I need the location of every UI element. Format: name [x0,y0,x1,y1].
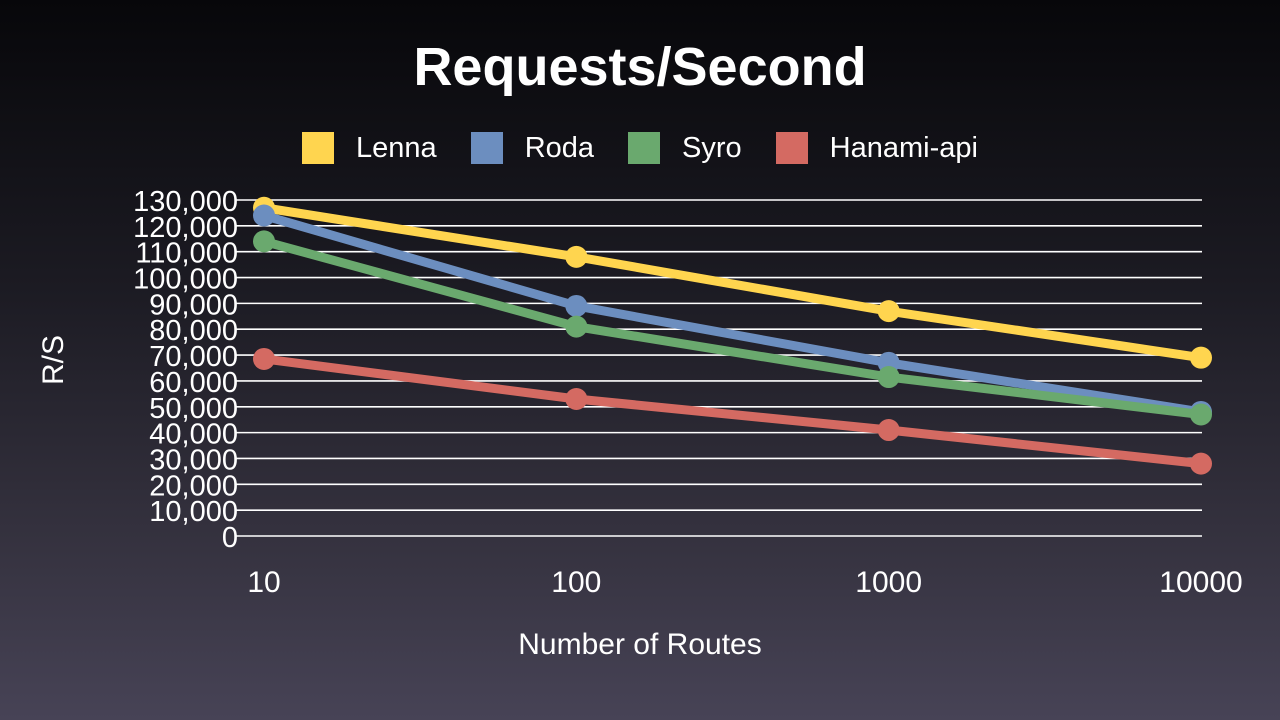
gridlines [236,199,1202,537]
series-line-lenna [259,203,1206,363]
data-point-lenna [565,245,588,268]
y-tick-label: 80,000 [149,315,238,347]
series-line-hanami-api [259,354,1206,469]
data-point-hanami-api [1190,452,1212,475]
series-roda [253,204,1212,423]
legend-item-roda: Roda [470,128,595,168]
data-point-syro [877,366,900,389]
y-tick-label: 120,000 [133,212,238,244]
x-tick-label: 10 [247,566,280,599]
y-tick-label: 110,000 [135,238,238,270]
y-tick-label: 50,000 [149,393,238,425]
data-point-lenna [1190,346,1212,369]
data-point-hanami-api [253,347,275,370]
series-line-roda [259,211,1206,417]
y-tick-label: 100,000 [133,264,238,296]
y-axis-label: R/S [37,335,70,385]
y-tick-label: 60,000 [149,367,238,399]
series-hanami-api [253,347,1212,475]
x-axis-ticks: 10 100 1000 10000 [247,566,1242,599]
x-tick-label: 10000 [1159,566,1242,599]
y-tick-label: 70,000 [149,341,238,373]
legend-item-hanami-api: Hanami-api [775,128,978,168]
y-tick-label: 0 [222,522,238,554]
y-tick-label: 30,000 [149,444,238,476]
x-tick-label: 1000 [855,566,922,599]
legend-swatch-roda [470,132,503,164]
data-point-roda [253,204,275,227]
x-axis-label: Number of Routes [518,628,761,661]
legend-item-syro: Syro [628,128,742,168]
legend-label-hanami-api: Hanami-api [829,132,978,164]
chart-title: Requests/Second [413,37,867,97]
data-point-hanami-api [877,419,900,442]
series-lenna [253,196,1212,369]
data-point-roda [565,294,588,317]
y-tick-label: 10,000 [149,496,238,528]
legend-label-roda: Roda [524,132,595,164]
y-tick-label: 40,000 [149,419,238,451]
data-point-lenna [877,300,900,323]
y-tick-label: 90,000 [149,289,238,321]
y-tick-label: 130,000 [133,186,238,218]
data-point-syro [1190,403,1212,426]
data-point-syro [565,315,588,338]
legend-label-lenna: Lenna [356,132,437,164]
legend: Lenna Roda Syro Hanami-api [0,128,1280,168]
series-line-syro [259,236,1206,420]
x-tick-label: 100 [551,566,601,599]
y-tick-label: 20,000 [149,470,238,502]
legend-label-syro: Syro [682,132,742,164]
legend-item-lenna: Lenna [302,128,437,168]
y-axis-ticks: 010,00020,00030,00040,00050,00060,00070,… [133,186,238,554]
data-point-syro [253,230,275,253]
legend-swatch-syro [628,132,661,164]
series-lines [253,196,1212,475]
legend-swatch-hanami-api [775,132,808,164]
series-syro [253,230,1212,426]
legend-swatch-lenna [302,132,335,164]
data-point-hanami-api [565,388,588,411]
